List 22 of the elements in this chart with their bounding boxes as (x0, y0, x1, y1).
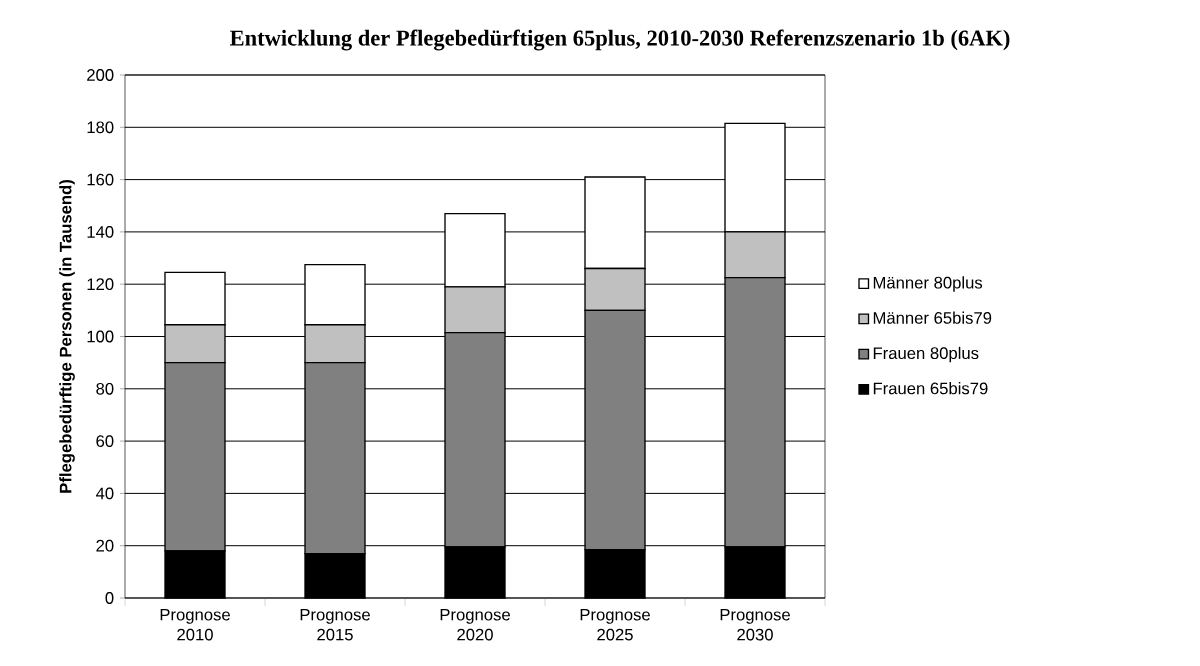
legend-label: Männer 80plus (873, 276, 983, 292)
y-tick-label: 160 (87, 173, 114, 186)
chart-title: Entwicklung der Pflegebedürftigen 65plus, 2010-2030 Referenzszenario 1b (6AK) (230, 29, 1010, 51)
x-tick-label: Prognose 2010 (160, 608, 230, 641)
x-tick-label: Prognose 2020 (440, 608, 510, 641)
legend-label: Frauen 65bis79 (873, 382, 988, 395)
legend-label: Frauen 80plus (873, 346, 979, 363)
legend-label: Männer 65bis79 (873, 311, 992, 324)
y-tick-label: 200 (87, 69, 114, 81)
y-tick-label: 180 (87, 121, 114, 134)
y-tick-label: 80 (96, 382, 114, 395)
y-tick-label: 140 (87, 226, 114, 238)
y-tick-label: 120 (87, 278, 114, 291)
y-tick-label: 40 (95, 487, 114, 500)
x-tick-label: Prognose 2015 (300, 608, 370, 641)
y-axis-title: Pflegebedürftige Personen (in Tausend) (59, 180, 75, 493)
y-tick-label: 100 (87, 330, 114, 343)
x-tick-label: Prognose 2025 (580, 608, 650, 641)
y-tick-label: 60 (96, 435, 114, 447)
x-tick-label: Prognose 2030 (720, 608, 790, 641)
y-tick-label: 0 (105, 592, 114, 604)
y-tick-label: 20 (96, 539, 114, 552)
